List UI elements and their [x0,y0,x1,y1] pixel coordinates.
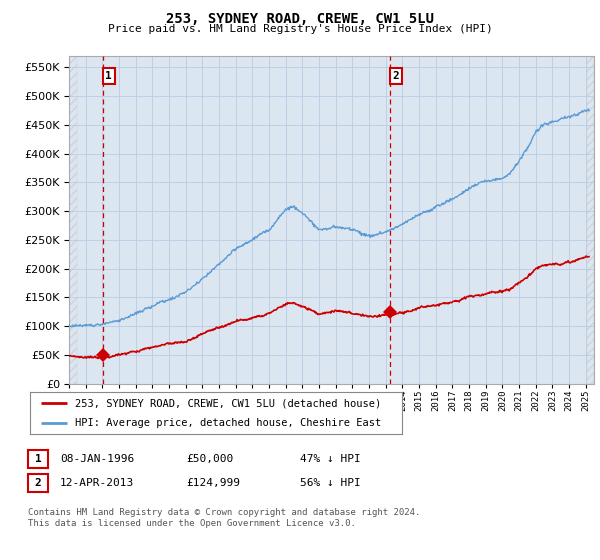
Text: £124,999: £124,999 [186,478,240,488]
Text: 08-JAN-1996: 08-JAN-1996 [60,454,134,464]
Text: 1: 1 [35,454,41,464]
Text: 1: 1 [106,71,112,81]
Text: Price paid vs. HM Land Registry's House Price Index (HPI): Price paid vs. HM Land Registry's House … [107,24,493,34]
Text: Contains HM Land Registry data © Crown copyright and database right 2024.
This d: Contains HM Land Registry data © Crown c… [28,508,421,528]
Text: 2: 2 [393,71,400,81]
Text: HPI: Average price, detached house, Cheshire East: HPI: Average price, detached house, Ches… [74,418,381,428]
Text: 2: 2 [35,478,41,488]
Text: 56% ↓ HPI: 56% ↓ HPI [300,478,361,488]
Text: 47% ↓ HPI: 47% ↓ HPI [300,454,361,464]
Text: 253, SYDNEY ROAD, CREWE, CW1 5LU: 253, SYDNEY ROAD, CREWE, CW1 5LU [166,12,434,26]
Text: 12-APR-2013: 12-APR-2013 [60,478,134,488]
Text: £50,000: £50,000 [186,454,233,464]
Text: 253, SYDNEY ROAD, CREWE, CW1 5LU (detached house): 253, SYDNEY ROAD, CREWE, CW1 5LU (detach… [74,398,381,408]
